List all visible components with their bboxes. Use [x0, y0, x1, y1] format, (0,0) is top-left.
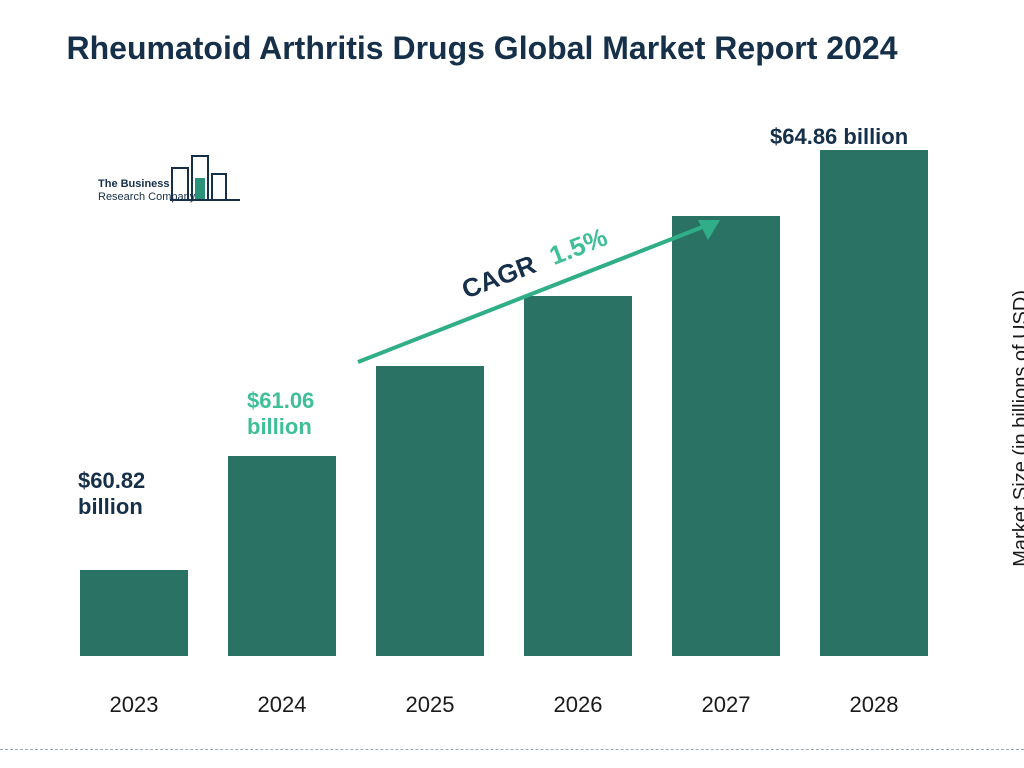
chart-title: Rheumatoid Arthritis Drugs Global Market…: [0, 28, 964, 68]
value-label: $61.06billion: [247, 388, 314, 441]
footer-divider: [0, 749, 1024, 750]
y-axis-label: Market Size (in billions of USD): [1010, 290, 1024, 567]
value-label: $64.86 billion: [770, 124, 908, 150]
x-tick-label: 2023: [80, 692, 188, 718]
bar: [80, 570, 188, 656]
cagr-annotation: CAGR 1.5%: [350, 212, 730, 352]
cagr-arrow-icon: [350, 212, 730, 372]
bar: [820, 150, 928, 656]
value-label: $60.82billion: [78, 468, 145, 521]
x-tick-label: 2026: [524, 692, 632, 718]
x-tick-label: 2027: [672, 692, 780, 718]
bar: [228, 456, 336, 656]
x-tick-label: 2024: [228, 692, 336, 718]
bar: [376, 366, 484, 656]
x-tick-label: 2028: [820, 692, 928, 718]
x-tick-label: 2025: [376, 692, 484, 718]
